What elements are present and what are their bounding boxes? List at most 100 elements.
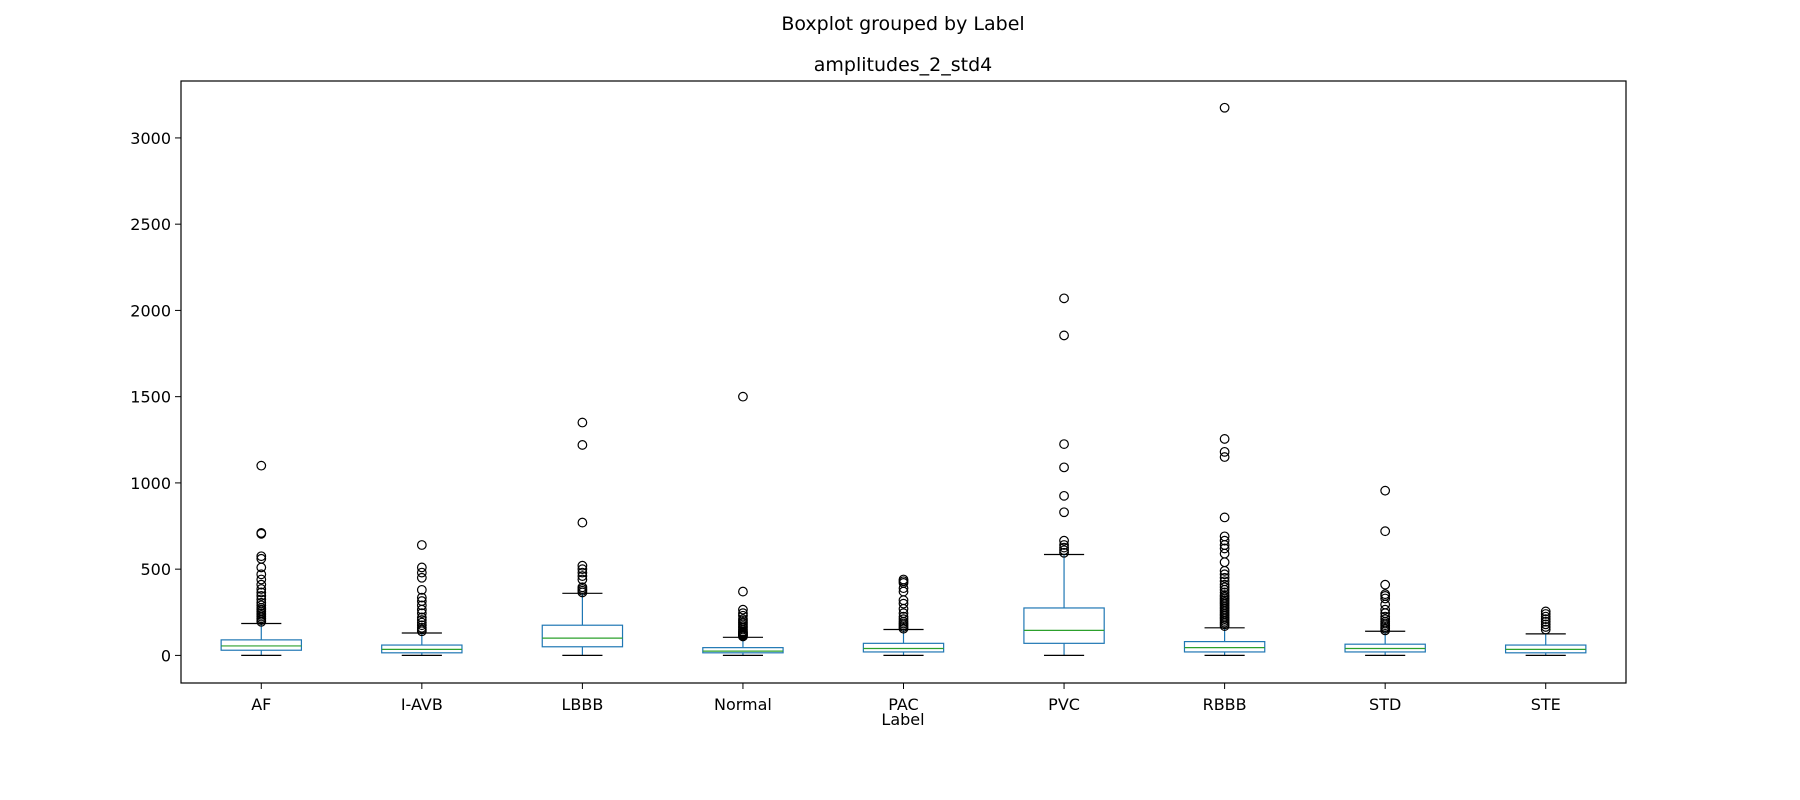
flier-point [1380, 526, 1391, 537]
flier-point [1059, 439, 1069, 449]
x-tick-label: STD [1369, 695, 1401, 714]
flier-point [577, 517, 588, 528]
flier-point [1540, 622, 1551, 632]
flier-point [416, 615, 427, 625]
flier-point [898, 598, 909, 609]
flier-point [1380, 614, 1391, 625]
flier-point [1059, 542, 1069, 553]
flier-point [577, 567, 588, 578]
flier-point [1540, 609, 1551, 619]
flier-point [1219, 557, 1230, 568]
flier-point [1059, 547, 1069, 558]
box-iqr [1183, 641, 1266, 653]
flier-point [1059, 535, 1069, 546]
flier-point [577, 571, 588, 581]
flier-point [1059, 507, 1069, 518]
flier-point [577, 417, 588, 428]
flier-point [1219, 572, 1230, 583]
x-tick-label: AF [251, 695, 271, 714]
flier-point [898, 611, 909, 622]
flier-point [416, 567, 427, 578]
box-iqr [541, 624, 624, 648]
flier-point [1219, 535, 1230, 546]
flier-point [256, 600, 267, 611]
flier-point [738, 604, 748, 615]
flier-point [256, 574, 267, 585]
flier-point [1380, 604, 1391, 615]
flier-point [1380, 589, 1391, 600]
flier-point [1059, 330, 1069, 341]
flier-point [898, 614, 909, 625]
y-tick-label: 0 [161, 646, 171, 665]
x-tick-label: LBBB [561, 695, 603, 714]
x-axis-label: Label [881, 710, 924, 729]
flier-point [577, 560, 588, 571]
flier-point [738, 586, 748, 597]
flier-point [256, 569, 267, 580]
y-tick-label: 3000 [130, 129, 171, 148]
flier-point [1219, 587, 1230, 598]
flier-point [898, 574, 909, 585]
flier-point [738, 608, 748, 619]
flier-point [256, 528, 267, 538]
box-iqr [1023, 607, 1105, 644]
flier-point [1540, 606, 1551, 617]
box-iqr [862, 642, 945, 653]
flier-point [1380, 579, 1391, 590]
box-iqr [702, 647, 784, 654]
flier-point [1540, 619, 1551, 630]
x-tick-label: RBBB [1203, 695, 1247, 714]
flier-point [577, 582, 588, 593]
plot-area: 0 500 1000 1500 2000 2500 3000 AF I-AVB LBBB Norma… [130, 102, 1587, 714]
flier-point [1059, 540, 1069, 550]
y-tick-label: 2500 [130, 215, 171, 234]
flier-point [1540, 624, 1551, 635]
flier-point [1219, 579, 1230, 590]
flier-point [577, 440, 588, 450]
flier-point [1219, 512, 1230, 523]
flier-point [256, 584, 267, 594]
flier-point [1059, 462, 1069, 473]
flier-point [1219, 531, 1230, 542]
flier-point [1219, 452, 1230, 462]
y-tick-label: 500 [140, 560, 171, 579]
flier-point [256, 579, 267, 590]
flier-point [577, 574, 588, 585]
flier-point [1380, 485, 1391, 496]
flier-point [1219, 569, 1230, 580]
flier-point [1540, 614, 1551, 625]
y-tick-label: 1500 [130, 388, 171, 407]
flier-point [416, 622, 427, 633]
flier-point [416, 584, 427, 595]
x-tick-label: Normal [714, 695, 772, 714]
flier-point [1540, 611, 1551, 622]
flier-point [1059, 490, 1069, 501]
flier-point [416, 617, 427, 628]
flier-point [416, 562, 427, 573]
flier-point [416, 592, 427, 603]
flier-point [416, 608, 427, 619]
flier-point [256, 551, 267, 562]
x-tick-label: PAC [888, 695, 918, 714]
flier-point [1059, 545, 1069, 556]
flier-point [416, 596, 427, 606]
y-tick-label: 2000 [130, 301, 171, 320]
flier-point [1219, 590, 1230, 600]
flier-point [256, 590, 267, 601]
flier-point [416, 612, 427, 623]
flier-point [738, 610, 748, 621]
box-iqr [220, 639, 303, 651]
x-tick-label: PVC [1048, 695, 1080, 714]
flier-point [1219, 582, 1230, 593]
flier-point [256, 553, 267, 564]
y-tick-label: 1000 [130, 474, 171, 493]
x-tick-label: I-AVB [401, 695, 443, 714]
flier-point [416, 600, 427, 611]
flier-point [738, 391, 748, 402]
flier-point [1380, 611, 1391, 622]
flier-point [416, 540, 427, 550]
figure-suptitle: Boxplot grouped by Label [781, 13, 1024, 35]
flier-point [1219, 102, 1230, 113]
flier-point [1219, 446, 1230, 457]
